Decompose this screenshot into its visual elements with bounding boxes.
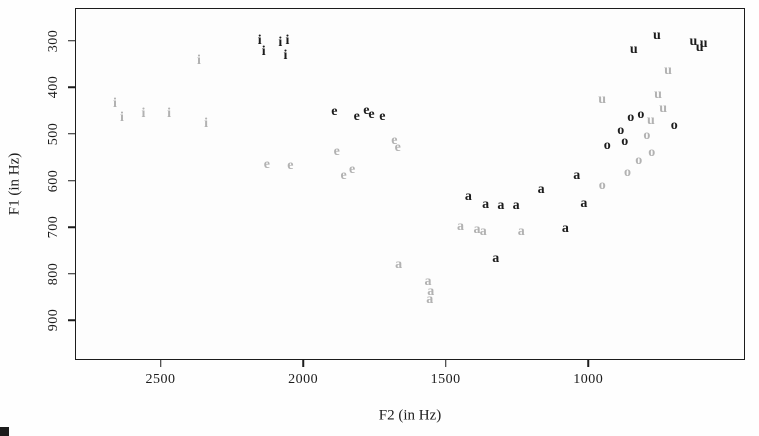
y-tick-label: 600 bbox=[46, 169, 61, 192]
corner-artifact bbox=[0, 427, 9, 436]
x-tick-mark bbox=[159, 360, 162, 367]
data-point-u-gray: u bbox=[598, 92, 607, 108]
plot-area bbox=[75, 8, 745, 360]
data-point-u-gray: u bbox=[664, 62, 672, 78]
y-tick-mark bbox=[68, 272, 75, 275]
x-tick-label: 2000 bbox=[288, 372, 319, 387]
y-tick-label: 700 bbox=[46, 215, 61, 239]
data-point-a-gray: a bbox=[424, 274, 432, 290]
data-point-a-gray: a bbox=[457, 219, 464, 235]
data-point-o-gray: o bbox=[598, 177, 606, 193]
data-point-a-gray: a bbox=[395, 257, 403, 273]
y-tick-label: 400 bbox=[46, 76, 61, 99]
data-point-a-black: a bbox=[482, 197, 490, 213]
y-tick-label: 800 bbox=[46, 262, 61, 285]
data-point-i-gray: i bbox=[204, 115, 209, 131]
data-point-o-black: o bbox=[617, 122, 625, 138]
data-point-a-black: a bbox=[464, 189, 472, 205]
data-point-u-black: u bbox=[652, 28, 661, 43]
data-point-i-gray: i bbox=[141, 106, 146, 122]
x-tick-mark bbox=[302, 360, 304, 367]
data-point-a-gray: a bbox=[427, 283, 435, 299]
data-point-a-gray: a bbox=[473, 221, 481, 237]
data-point-e-gray: e bbox=[287, 157, 294, 173]
data-point-a-black: a bbox=[573, 167, 581, 183]
y-tick-mark bbox=[68, 319, 75, 322]
data-point-o-black: o bbox=[627, 109, 635, 125]
data-point-a-black: a bbox=[492, 250, 500, 266]
y-tick-mark bbox=[68, 133, 75, 135]
x-tick-mark bbox=[587, 360, 589, 367]
data-point-e-gray: e bbox=[394, 139, 401, 155]
data-point-i-black: i bbox=[261, 44, 266, 60]
x-tick-label: 2500 bbox=[145, 372, 176, 387]
y-axis-title: F1 (in Hz) bbox=[6, 152, 23, 216]
data-point-e-gray: e bbox=[391, 132, 398, 148]
data-point-o-gray: o bbox=[624, 164, 631, 180]
data-point-u-black: u bbox=[695, 39, 704, 55]
data-point-o-black: o bbox=[621, 134, 629, 150]
data-point-i-black: i bbox=[278, 35, 283, 50]
data-point-i-black: i bbox=[257, 32, 262, 48]
data-point-a-black: a bbox=[580, 195, 588, 211]
data-point-u-black: u bbox=[699, 36, 708, 52]
y-tick-mark bbox=[68, 86, 75, 89]
data-point-o-black: o bbox=[670, 117, 678, 133]
data-point-e-black: e bbox=[331, 103, 338, 119]
x-tick-label: 1500 bbox=[430, 372, 461, 387]
data-point-o-gray: o bbox=[643, 127, 651, 143]
x-axis-title: F2 (in Hz) bbox=[378, 407, 442, 424]
data-point-i-gray: i bbox=[120, 109, 124, 125]
data-point-i-black: i bbox=[283, 47, 288, 63]
data-point-i-gray: i bbox=[167, 106, 172, 122]
data-point-o-gray: o bbox=[648, 144, 656, 160]
data-point-a-black: a bbox=[561, 220, 569, 236]
data-point-u-gray: u bbox=[659, 101, 668, 117]
data-point-i-gray: i bbox=[112, 95, 117, 111]
y-tick-mark bbox=[68, 179, 75, 182]
y-tick-label: 900 bbox=[46, 309, 61, 332]
data-point-o-black: o bbox=[637, 107, 645, 123]
data-point-i-gray: i bbox=[197, 52, 201, 68]
y-tick-mark bbox=[68, 226, 75, 228]
data-point-e-gray: e bbox=[263, 156, 270, 172]
data-point-i-black: i bbox=[285, 32, 290, 48]
y-tick-label: 300 bbox=[46, 29, 61, 52]
x-tick-label: 1000 bbox=[573, 372, 604, 387]
data-point-a-gray: a bbox=[479, 223, 487, 239]
data-point-o-black: o bbox=[603, 137, 611, 153]
data-point-o-gray: o bbox=[635, 152, 643, 168]
data-point-a-black: a bbox=[512, 198, 520, 214]
data-point-e-gray: e bbox=[348, 162, 356, 178]
data-point-u-gray: u bbox=[654, 87, 662, 103]
data-point-e-gray: e bbox=[333, 143, 340, 159]
data-point-u-black: u bbox=[629, 42, 638, 57]
data-point-a-black: a bbox=[497, 198, 505, 214]
data-point-e-gray: e bbox=[340, 167, 347, 183]
data-point-e-black: e bbox=[353, 108, 360, 124]
data-point-u-black: u bbox=[689, 34, 698, 49]
data-point-u-gray: u bbox=[646, 112, 655, 128]
y-tick-label: 500 bbox=[46, 122, 61, 146]
data-point-a-black: a bbox=[537, 181, 545, 197]
data-point-e-black: e bbox=[379, 108, 386, 124]
data-point-a-gray: a bbox=[426, 291, 434, 307]
y-tick-mark bbox=[68, 39, 75, 42]
data-point-e-black: e bbox=[363, 102, 370, 118]
data-point-a-gray: a bbox=[517, 223, 525, 239]
x-tick-mark bbox=[444, 360, 447, 367]
data-point-e-black: e bbox=[368, 107, 375, 123]
